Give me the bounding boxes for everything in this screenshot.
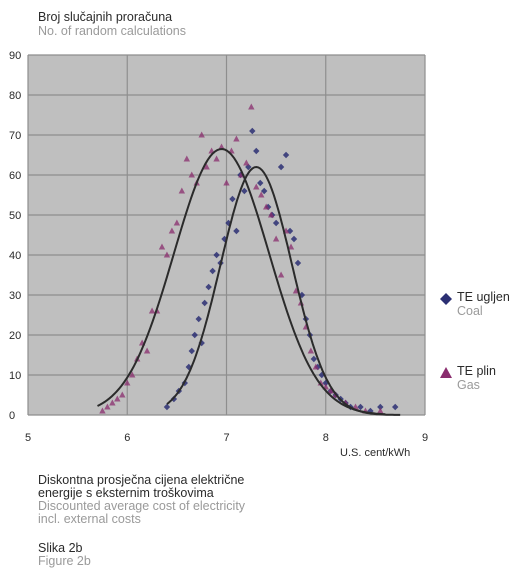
data-point-gas [109,399,116,406]
data-point-coal [241,187,248,195]
legend-label-gas-english: Gas [457,378,480,392]
y-tick-label: 30 [9,290,21,302]
data-point-coal [272,219,280,227]
data-point-coal [294,259,302,267]
data-point-coal [253,147,260,155]
data-point-gas [188,171,195,178]
data-point-gas [243,159,250,166]
data-point-gas [173,219,181,226]
data-point-gas [129,371,136,378]
data-point-coal [245,163,252,171]
data-point-gas [377,407,384,414]
data-point-gas [233,135,240,142]
data-point-gas [277,271,285,278]
y-tick-label: 40 [9,250,21,262]
y-tick-label: 60 [9,170,21,182]
data-point-gas [248,103,255,110]
data-point-coal [377,403,384,411]
data-point-coal [277,163,285,171]
data-point-gas [223,179,230,186]
data-point-coal [249,127,256,135]
figure-label: Slika 2b [38,541,83,555]
data-point-gas [163,251,171,258]
y-tick-label: 10 [9,370,21,382]
caption-english: Discounted average cost of electricity i… [38,500,245,526]
data-point-gas [312,363,320,370]
caption-line: Diskontna prosječna cijena električne [38,473,245,487]
data-point-gas [158,243,166,250]
y-axis-title-english: No. of random calculations [38,24,186,38]
data-point-gas [263,203,270,210]
y-tick-label: 70 [9,130,21,142]
data-point-coal [201,299,208,307]
legend-label-gas: TE plin [457,364,496,378]
data-point-coal [195,315,202,323]
fit-curve-gas [97,147,386,416]
data-point-gas [272,235,280,242]
data-point-gas [143,347,151,354]
data-point-coal [188,347,195,355]
caption-line: Discounted average cost of electricity [38,499,246,513]
y-tick-label: 90 [9,50,21,62]
diamond-marker-icon [440,293,452,305]
data-point-gas [183,155,190,162]
data-point-coal [357,403,364,411]
data-point-gas [178,187,186,194]
data-point-gas [104,403,111,410]
data-point-coal [185,363,192,371]
data-point-gas [148,307,156,314]
data-point-coal [209,267,216,275]
data-point-gas [198,131,205,138]
x-tick-label: 6 [124,432,130,444]
x-tick-label: 9 [422,432,428,444]
y-axis-title: Broj slučajnih proračuna [38,10,173,24]
y-tick-label: 50 [9,210,21,222]
data-point-gas [99,407,106,414]
caption-line: incl. external costs [38,512,141,526]
x-axis-unit: U.S. cent/kWh [340,447,411,459]
data-point-gas [203,163,210,170]
triangle-marker-icon [440,367,452,378]
data-point-gas [327,387,334,394]
data-point-gas [213,155,220,162]
caption-line: energije s eksternim troškovima [38,486,214,500]
data-point-gas [267,211,275,218]
data-point-coal [310,355,318,363]
fit-curve-coal [166,165,401,416]
data-point-gas [114,395,121,402]
data-point-gas [287,243,295,250]
legend-label-coal: TE ugljen [457,290,510,304]
y-tick-label: 80 [9,90,21,102]
data-point-coal [191,331,198,339]
data-point-coal [264,203,272,211]
data-point-gas [168,227,176,234]
data-point-coal [257,179,264,187]
data-point-coal [163,403,171,411]
data-point-gas [218,143,225,150]
x-tick-label: 5 [25,432,31,444]
data-point-coal [213,251,220,259]
caption-croatian: Diskontna prosječna cijena električne en… [38,474,244,500]
y-tick-label: 20 [9,330,21,342]
data-point-gas [124,379,131,386]
x-tick-label: 8 [323,432,329,444]
data-point-gas [253,183,260,190]
scatter-chart: 0 10 20 30 40 50 60 70 80 90 5 6 7 8 9 [9,50,428,444]
y-tick-label: 0 [9,410,15,422]
data-point-coal [233,227,240,235]
data-point-gas [307,347,315,354]
legend: TE ugljen Coal TE plin Gas [440,290,518,400]
data-point-coal [205,283,212,291]
legend-label-coal-english: Coal [457,304,483,318]
data-point-coal [261,187,268,195]
data-point-gas [119,391,126,398]
data-point-coal [198,339,205,347]
x-tick-label: 7 [223,432,229,444]
figure-label-english: Figure 2b [38,554,91,568]
data-point-coal [282,151,290,159]
data-point-coal [290,235,298,243]
data-point-coal [392,403,399,411]
data-point-coal [229,195,236,203]
data-point-gas [258,191,265,198]
